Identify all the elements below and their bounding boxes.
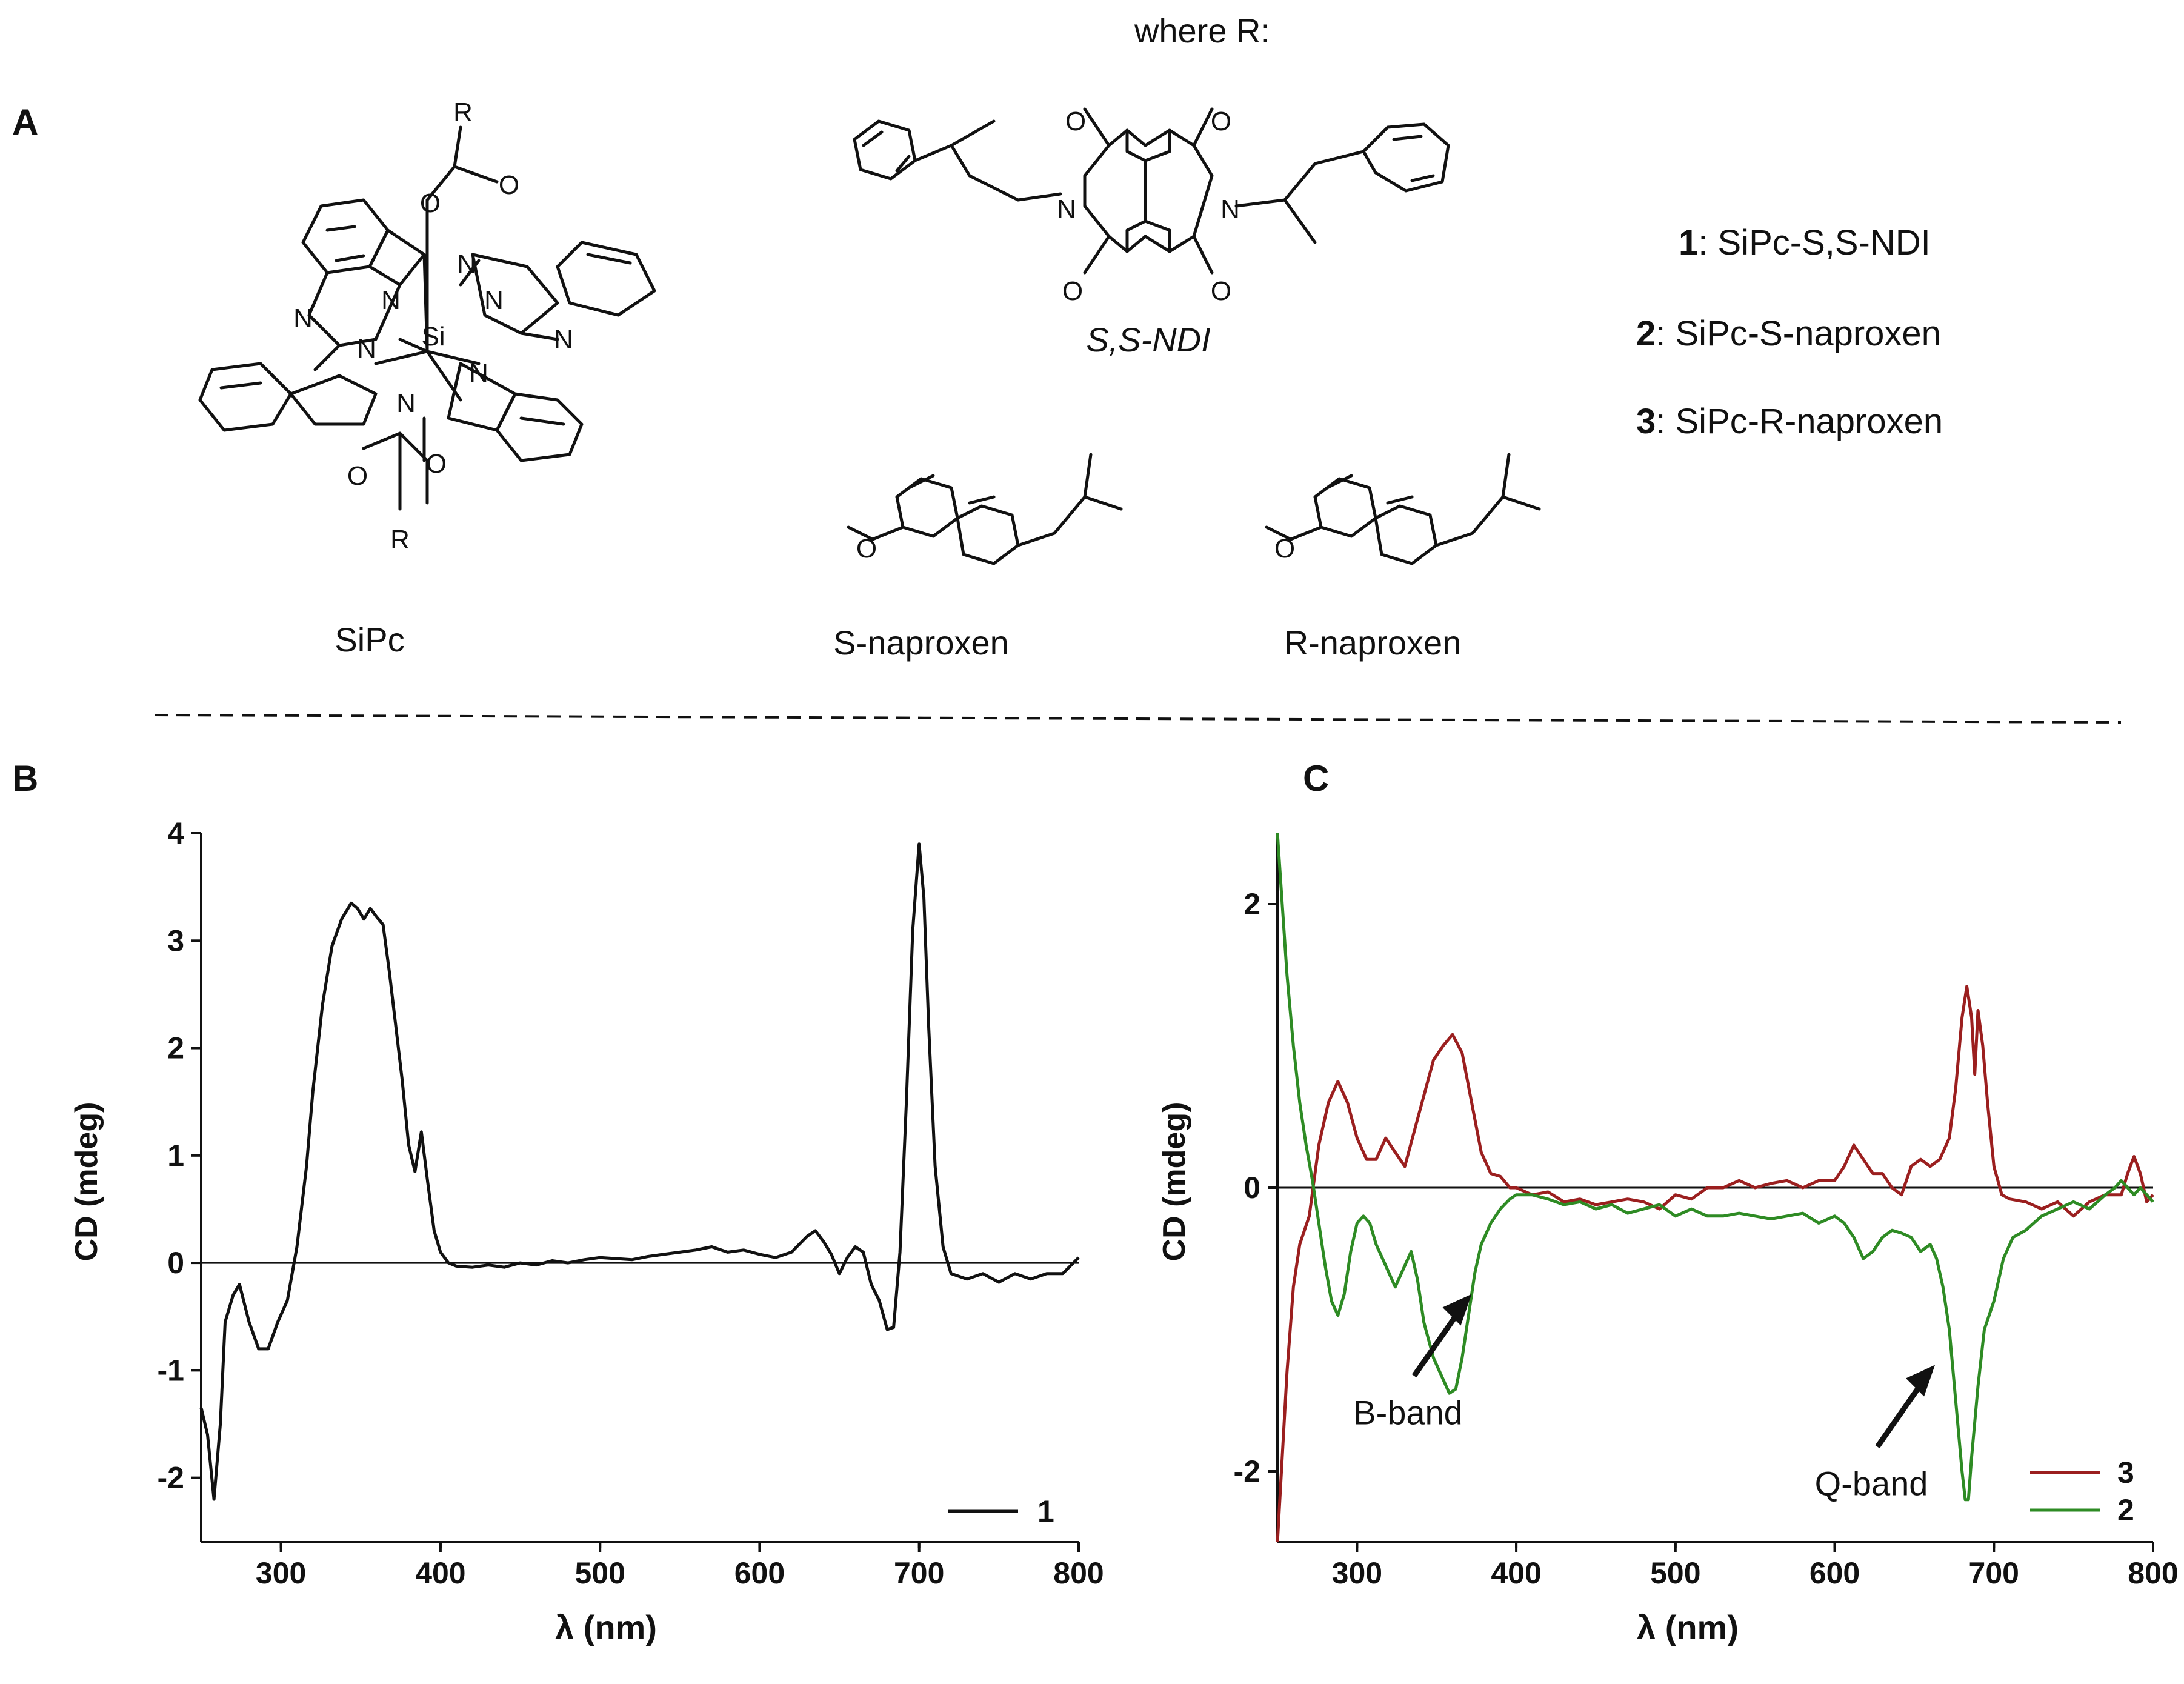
y-tick-label: 3 xyxy=(167,924,184,957)
atom-o-bottom-carbonyl: O xyxy=(347,461,368,491)
y-tick-label: -2 xyxy=(158,1461,184,1495)
compound-name: SiPc-S,S-NDI xyxy=(1718,223,1931,262)
atom-o-bottom-ester: O xyxy=(426,449,447,479)
s-naproxen-label: S-naproxen xyxy=(833,624,1009,662)
legend-label-2: 2 xyxy=(2117,1493,2134,1527)
y-tick-label: 2 xyxy=(1243,887,1260,921)
series-line-2 xyxy=(1276,833,2154,1502)
sipc-atoms: R O O N N N N N Si N N N O O R xyxy=(293,98,573,554)
ndi-label: S,S-NDI xyxy=(1086,321,1210,359)
atom-n-4: N xyxy=(293,304,313,333)
chart-c-ylabel: CD (mdeg) xyxy=(1157,1102,1192,1262)
atom-n-5: N xyxy=(554,325,573,354)
atom-o-top-carbonyl: O xyxy=(499,170,519,200)
r-naproxen-label: R-naproxen xyxy=(1284,624,1462,662)
r-naproxen-structure xyxy=(1265,453,1541,565)
x-tick-label: 400 xyxy=(415,1556,465,1590)
x-tick-label: 800 xyxy=(1053,1556,1104,1590)
chart-c: CD (mdeg) λ (nm) 300 400 500 600 700 800-2023… xyxy=(1157,833,2179,1646)
ndi-structure xyxy=(853,107,1450,275)
legend-label-3: 3 xyxy=(2117,1456,2134,1489)
ndi-atom-o-4: O xyxy=(1211,276,1231,306)
atom-r-bottom: R xyxy=(390,525,410,554)
chart-b-plot: 300 400 500 600 700 800 -2 -1 0 1 2 3 4 1 xyxy=(158,816,1104,1590)
ndi-atom-o-3: O xyxy=(1062,276,1083,306)
section-divider xyxy=(154,714,2122,724)
annotation-arrow-head xyxy=(1906,1365,1936,1397)
compound-number: 2 xyxy=(1636,314,1656,353)
panel-label-a: A xyxy=(12,102,38,142)
compound-item: 3: SiPc-R-naproxen xyxy=(1636,402,1943,441)
compound-list: 1: SiPc-S,S-NDI 2: SiPc-S-naproxen 3: Si… xyxy=(1636,223,1943,441)
y-tick-label: 4 xyxy=(167,816,184,850)
ndi-atom-o-1: O xyxy=(1065,107,1086,136)
y-tick-label: -1 xyxy=(158,1353,184,1387)
annotation-arrow-head xyxy=(1442,1294,1472,1326)
compound-number: 3 xyxy=(1636,402,1656,441)
atom-r-top: R xyxy=(453,98,473,127)
s-naproxen-atom-o: O xyxy=(856,534,877,564)
ndi-atoms: O O N N O O xyxy=(1057,107,1240,306)
compound-number: 1 xyxy=(1679,223,1698,262)
x-tick-label: 400 xyxy=(1491,1556,1541,1590)
where-r-label: where R: xyxy=(1134,12,1270,50)
x-tick-label: 700 xyxy=(1969,1556,2019,1590)
x-tick-label: 500 xyxy=(1650,1556,1700,1590)
chart-b: CD (mdeg) λ (nm) 300 400 500 600 700 800 -2 -1 0… xyxy=(69,816,1104,1646)
atom-n-3: N xyxy=(484,285,504,315)
atom-n-8: N xyxy=(396,388,416,418)
panel-label-c: C xyxy=(1303,758,1329,799)
annotation-label: Q-band xyxy=(1815,1465,1928,1503)
ndi-atom-n-2: N xyxy=(1220,195,1240,224)
y-tick-label: 0 xyxy=(167,1246,184,1280)
x-tick-label: 500 xyxy=(574,1556,625,1590)
y-tick-label: 0 xyxy=(1243,1171,1260,1205)
atom-n-7: N xyxy=(469,358,488,388)
compound-item: 1: SiPc-S,S-NDI xyxy=(1679,223,1931,262)
compound-name: SiPc-R-naproxen xyxy=(1676,402,1943,441)
y-tick-label: -2 xyxy=(1234,1454,1260,1488)
atom-si: Si xyxy=(421,322,445,351)
series-line-1 xyxy=(199,842,1080,1501)
chart-c-plot: 300 400 500 600 700 800 -2 0 2 3 2 B-band Q-band xyxy=(1234,833,2179,1590)
x-tick-label: 600 xyxy=(734,1556,785,1590)
r-naproxen-atom-o: O xyxy=(1274,534,1295,564)
x-tick-label: 600 xyxy=(1809,1556,1860,1590)
compound-name: SiPc-S-naproxen xyxy=(1676,314,1941,353)
y-tick-label: 1 xyxy=(167,1139,184,1173)
sipc-structure xyxy=(198,125,656,511)
atom-n-6: N xyxy=(357,334,376,364)
x-tick-label: 300 xyxy=(1332,1556,1382,1590)
sipc-label: SiPc xyxy=(335,621,404,659)
atom-o-top-ester: O xyxy=(420,188,441,218)
ndi-atom-n-1: N xyxy=(1057,195,1076,224)
legend-label-1: 1 xyxy=(1037,1494,1054,1528)
x-tick-label: 300 xyxy=(256,1556,306,1590)
annotation-label: B-band xyxy=(1353,1394,1463,1432)
ndi-atom-o-2: O xyxy=(1211,107,1231,136)
x-tick-label: 800 xyxy=(2128,1556,2178,1590)
chart-b-xlabel: λ (nm) xyxy=(555,1608,657,1646)
atom-n-2: N xyxy=(381,285,401,315)
series-line-3 xyxy=(1276,985,2154,1543)
atom-n-1: N xyxy=(457,249,476,279)
s-naproxen-structure xyxy=(847,453,1123,565)
panel-label-b: B xyxy=(12,758,38,799)
chart-c-xlabel: λ (nm) xyxy=(1637,1608,1739,1646)
compound-item: 2: SiPc-S-naproxen xyxy=(1636,314,1941,353)
y-tick-label: 2 xyxy=(167,1031,184,1065)
x-tick-label: 700 xyxy=(894,1556,944,1590)
chart-b-ylabel: CD (mdeg) xyxy=(69,1102,104,1262)
